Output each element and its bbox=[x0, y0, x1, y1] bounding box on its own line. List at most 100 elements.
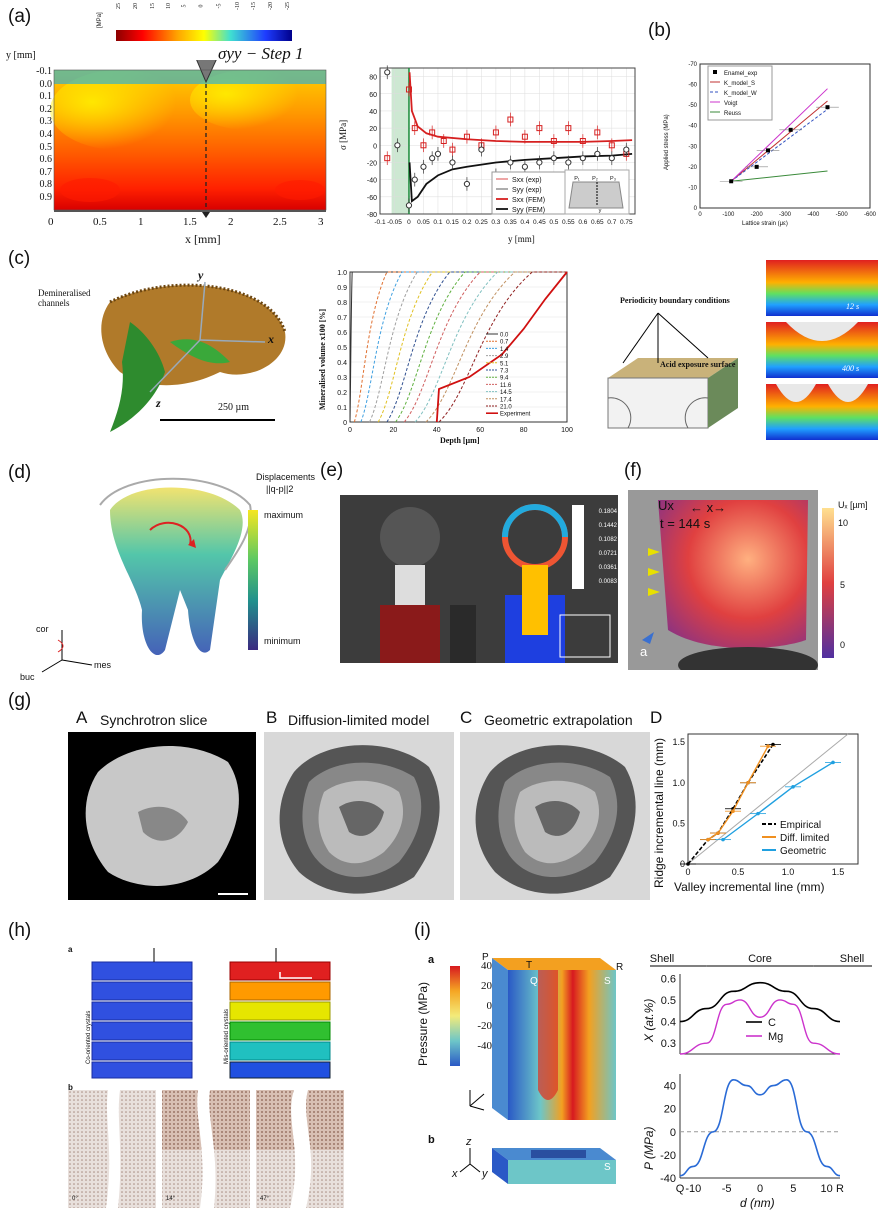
stress-map bbox=[50, 60, 327, 218]
map-x-tick: 3 bbox=[318, 216, 324, 228]
plot-frame bbox=[687, 733, 859, 865]
stress-plot-xtick: 0.45 bbox=[533, 219, 546, 226]
syy-point bbox=[579, 155, 586, 162]
i-xtick: 0 bbox=[757, 1183, 763, 1195]
g-D-xlabel: Valley incremental line (mm) bbox=[674, 880, 825, 894]
mineral-xtick: 40 bbox=[433, 427, 441, 434]
scale-bar-c: 250 µm bbox=[218, 402, 250, 413]
syy-point bbox=[623, 146, 630, 153]
model-line bbox=[730, 100, 828, 182]
plot-frame bbox=[699, 63, 871, 209]
g-point bbox=[791, 785, 795, 789]
map-title: σyy − Step 1 bbox=[218, 44, 304, 63]
legend-entry: Voigt bbox=[724, 101, 738, 107]
syy-point bbox=[420, 163, 427, 170]
stress-plot-xtick: 0 bbox=[407, 219, 411, 226]
mineral-series bbox=[349, 271, 567, 423]
lattice-ytick: -70 bbox=[688, 62, 697, 68]
ux-label: Ux bbox=[658, 498, 674, 513]
stress-plot-ytick: -80 bbox=[367, 212, 377, 219]
periodicity-label: Periodicity boundary conditions bbox=[620, 296, 730, 305]
sxx-point bbox=[384, 155, 391, 162]
g-xtick: 0.5 bbox=[732, 867, 745, 877]
inset-label: P₁ bbox=[574, 176, 580, 182]
g-series bbox=[707, 745, 769, 841]
region-shell-left: Shell bbox=[650, 953, 674, 965]
lattice-plot-xlabel: Lattice strain (με) bbox=[742, 221, 788, 227]
stress-plot-xtick: 0.3 bbox=[491, 219, 500, 226]
legend-entry: C bbox=[768, 1017, 776, 1029]
lattice-plot-ylabel: Applied stress (MPa) bbox=[664, 114, 670, 170]
h-sub-a: a bbox=[68, 945, 73, 954]
crystal-diagram bbox=[91, 948, 331, 1079]
panel-letter-h: (h) bbox=[8, 920, 32, 941]
legend-entry: Sxx (FEM) bbox=[512, 197, 545, 204]
corner-P: P bbox=[482, 952, 489, 963]
lattice-ytick: -40 bbox=[688, 124, 697, 130]
corner-S: S bbox=[604, 976, 611, 987]
lattice-ytick: -20 bbox=[688, 165, 697, 171]
top-ytick: 0.3 bbox=[661, 1038, 676, 1050]
bottom-ytick: 20 bbox=[664, 1104, 676, 1116]
g-point bbox=[721, 837, 725, 842]
fem-scale-value: 0.1082 bbox=[598, 537, 617, 543]
map-y-tick: 0.7 bbox=[39, 166, 53, 178]
carbon-line bbox=[679, 981, 841, 1023]
shell-core-plot: Shell Core Shell 0.6 0.5 0.4 0.3 C Mg 40 20 0 -20 -40… bbox=[650, 953, 872, 1195]
dic-tick-0: 0 bbox=[840, 640, 846, 650]
stress-plot-xtick: 0.6 bbox=[578, 219, 587, 226]
i-xtick: R bbox=[836, 1183, 844, 1195]
mineral-xtick: 20 bbox=[390, 427, 398, 434]
map-x-tick: 0 bbox=[48, 216, 54, 228]
lattice-ytick: 0 bbox=[694, 206, 698, 212]
mis-oriented-label: Mis-oriented crystals bbox=[224, 1008, 230, 1064]
pressure-tick: 0 bbox=[486, 1000, 493, 1012]
angle-0: 0° bbox=[72, 1196, 78, 1202]
panel-letter-b: (b) bbox=[648, 20, 672, 41]
sxx-point bbox=[608, 142, 615, 149]
model-line bbox=[730, 88, 828, 182]
g-xtick: 1.0 bbox=[782, 867, 795, 877]
sxx-point bbox=[440, 138, 447, 144]
syy-point bbox=[384, 69, 391, 76]
h-sub-b: b bbox=[68, 1083, 73, 1092]
mineral-xtick: 0 bbox=[348, 427, 352, 434]
mineral-ytick: 0.2 bbox=[337, 390, 347, 397]
lattice-xtick: -100 bbox=[722, 212, 735, 218]
syy-point bbox=[507, 159, 514, 166]
mineral-series bbox=[403, 271, 567, 423]
sxx-point bbox=[463, 133, 470, 140]
stress-plot-xtick: 0.75 bbox=[620, 219, 633, 226]
map-x-tick: 0.5 bbox=[93, 216, 107, 228]
fem-scale-value: 0.1442 bbox=[598, 523, 617, 529]
colorbar-a-tick: 15 bbox=[149, 3, 156, 9]
mineral-ytick: 0.9 bbox=[337, 285, 347, 292]
mineral-series bbox=[414, 271, 567, 423]
time-label-f: t = 144 s bbox=[660, 516, 711, 531]
legend-entry: Diff. limited bbox=[780, 833, 829, 844]
syy-point bbox=[434, 150, 442, 157]
corner-Q: Q bbox=[530, 976, 538, 987]
fem-model-c bbox=[607, 312, 738, 429]
sxx-point bbox=[429, 129, 436, 136]
g-label-D: D bbox=[650, 708, 663, 727]
g-title-C: Geometric extrapolation bbox=[484, 712, 633, 728]
g-label-C: C bbox=[460, 708, 473, 727]
dic-tick-10: 10 bbox=[838, 518, 849, 528]
stress-plot: 80 60 40 20 0 -20 -40 -60 -80-0.1 -0.05 0 0.05 0.1 0.… bbox=[367, 65, 636, 226]
sub-label-f: a bbox=[640, 644, 648, 659]
legend-entry: K_model_W bbox=[724, 91, 757, 97]
stress-plot-ytick: 60 bbox=[369, 92, 377, 99]
fem-scale-value: 0.0721 bbox=[598, 551, 617, 557]
mineral-xtick: 60 bbox=[476, 427, 484, 434]
map-y-tick: 0.3 bbox=[39, 116, 53, 128]
sxx-point bbox=[565, 125, 572, 132]
time-12s: 12 s bbox=[846, 302, 860, 311]
g-title-B: Diffusion-limited model bbox=[288, 712, 430, 728]
displacement-title: Displacements bbox=[256, 472, 316, 482]
stress-plot-xlabel: y [mm] bbox=[508, 234, 535, 244]
i-xtick: -10 bbox=[685, 1183, 701, 1195]
lattice-xtick: -500 bbox=[836, 212, 849, 218]
lattice-ytick: -50 bbox=[688, 103, 697, 109]
diffusion-model bbox=[264, 732, 454, 900]
